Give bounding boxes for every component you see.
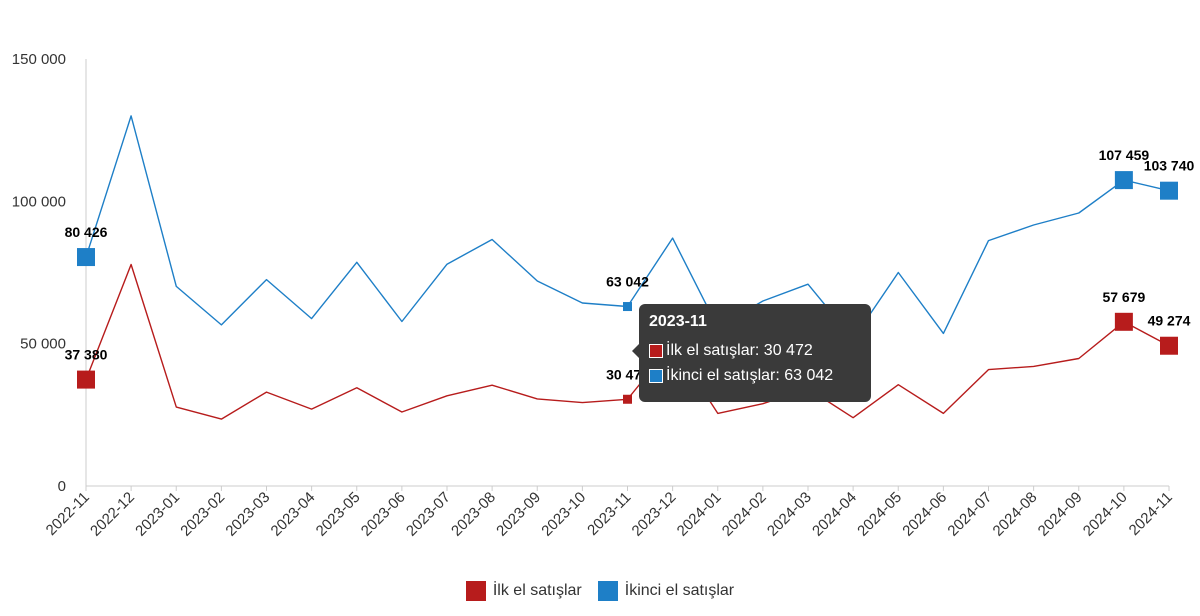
legend-swatch-first-hand — [465, 581, 486, 601]
x-tick-label: 2024-03 — [764, 489, 815, 540]
tooltip-swatch-first-hand — [649, 343, 663, 358]
x-tick-label: 2024-06 — [899, 489, 950, 540]
data-point-marker[interactable] — [1114, 312, 1133, 331]
x-tick-label: 2024-10 — [1080, 489, 1131, 540]
legend-item-first-hand-sales[interactable]: İlk el satışlar — [465, 581, 582, 601]
x-tick-label: 2024-02 — [719, 489, 770, 540]
tooltip-row-second-hand: İkinci el satışlar: 63 042 — [649, 363, 861, 388]
x-tick-label: 2023-04 — [267, 489, 318, 540]
legend-swatch-second-hand — [597, 581, 618, 601]
hover-tooltip: 2023-11 İlk el satışlar: 30 472 İkinci e… — [632, 304, 871, 402]
chart-legend: İlk el satışlar İkinci el satışlar — [0, 578, 1200, 604]
data-point-marker[interactable] — [623, 302, 632, 312]
data-point-marker[interactable] — [623, 394, 632, 404]
x-tick-label: 2023-03 — [222, 489, 273, 540]
tooltip-text-second-hand: İkinci el satışlar: 63 042 — [666, 366, 834, 384]
y-tick-label: 0 — [58, 478, 66, 495]
data-label: 107 459 — [1099, 147, 1150, 163]
tooltip-title: 2023-11 — [649, 313, 707, 330]
x-tick-label: 2023-11 — [584, 489, 634, 539]
y-tick-label: 100 000 — [12, 193, 66, 210]
legend-label-second-hand: İkinci el satışlar — [624, 582, 735, 599]
x-tick-label: 2023-12 — [628, 489, 679, 540]
data-label: 30 472 — [606, 366, 649, 382]
y-tick-label: 150 000 — [12, 51, 66, 68]
x-tick-label: 2023-06 — [358, 489, 409, 540]
x-tick-label: 2023-07 — [403, 489, 454, 540]
x-tick-label: 2023-01 — [132, 489, 183, 540]
data-point-marker[interactable] — [77, 370, 95, 389]
x-tick-label: 2022-12 — [87, 489, 138, 540]
tooltip-row-first-hand: İlk el satışlar: 30 472 — [649, 338, 861, 363]
tooltip-text-first-hand: İlk el satışlar: 30 472 — [666, 341, 813, 359]
x-tick-label: 2024-09 — [1035, 489, 1086, 540]
series-lines — [77, 115, 1178, 420]
x-tick-label: 2024-07 — [944, 489, 995, 540]
x-tick-label: 2024-08 — [989, 489, 1040, 540]
x-tick-label: 2023-05 — [313, 489, 364, 540]
data-point-marker[interactable] — [1160, 336, 1178, 355]
x-tick-label: 2022-11 — [43, 489, 93, 539]
x-tick-label: 2023-09 — [493, 489, 544, 540]
legend-item-second-hand-sales[interactable]: İkinci el satışlar — [597, 581, 735, 601]
x-tick-label: 2024-01 — [674, 489, 725, 540]
data-point-marker[interactable] — [77, 248, 95, 267]
data-label: 103 740 — [1144, 158, 1195, 174]
y-axis: 0 50 000 100 000 150 000 — [12, 51, 87, 495]
x-tick-label: 2024-11 — [1126, 489, 1176, 539]
data-label: 37 380 — [65, 347, 108, 363]
data-point-marker[interactable] — [1160, 181, 1178, 200]
x-tick-label: 2023-10 — [538, 489, 589, 540]
data-label: 49 274 — [1148, 313, 1191, 329]
x-tick-label: 2024-05 — [854, 489, 905, 540]
data-label: 80 426 — [65, 224, 108, 240]
x-tick-label: 2023-08 — [448, 489, 499, 540]
y-tick-label: 50 000 — [20, 336, 66, 353]
data-point-marker[interactable] — [1114, 171, 1133, 190]
data-label: 57 679 — [1102, 289, 1145, 305]
x-tick-label: 2023-02 — [177, 489, 228, 540]
legend-label-first-hand: İlk el satışlar — [492, 582, 582, 599]
data-label: 63 042 — [606, 274, 649, 290]
tooltip-swatch-second-hand — [649, 368, 663, 383]
x-axis: 2022-112022-122023-012023-022023-032023-… — [43, 485, 1176, 540]
x-tick-label: 2024-04 — [809, 489, 860, 540]
